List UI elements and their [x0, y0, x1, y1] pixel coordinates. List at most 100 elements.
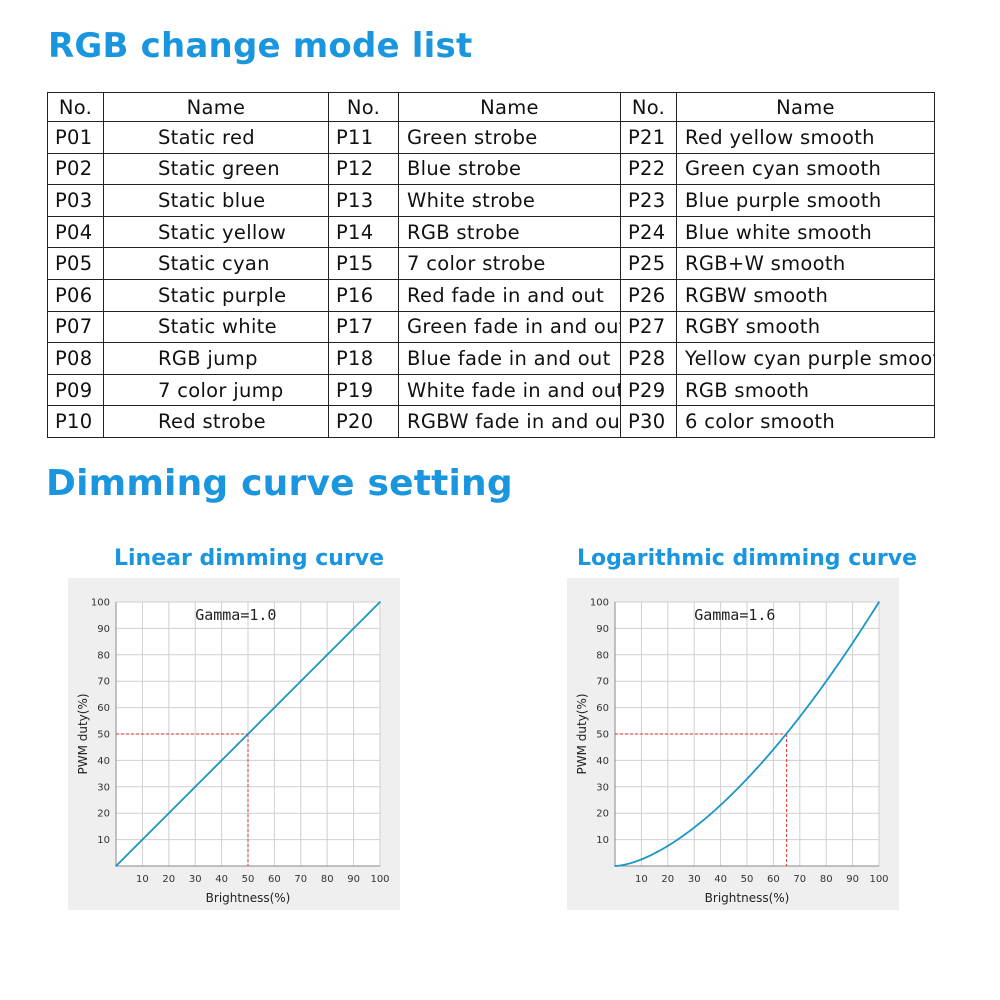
linear-x-tick-label: 60	[268, 874, 281, 885]
table-row: P05 Static cyan P15 7 color strobe P25 RGB+W …	[47, 247, 935, 280]
mode-name-cell: Static red	[103, 121, 329, 154]
mode-name-cell: White strobe	[398, 184, 621, 217]
log-y-tick-label: 50	[596, 730, 609, 741]
mode-name-cell: RGBW smooth	[676, 278, 935, 312]
column-header-name: Name	[676, 92, 935, 122]
mode-name-cell: Blue strobe	[398, 152, 621, 186]
log-y-tick-label: 10	[596, 835, 609, 846]
log-y-tick-label: 100	[590, 598, 609, 609]
linear-y-tick-label: 30	[97, 782, 110, 793]
linear-x-tick-label: 30	[189, 874, 202, 885]
mode-name-cell: Green strobe	[398, 121, 621, 154]
log-y-tick-label: 60	[596, 703, 609, 714]
mode-name-cell: Static green	[103, 152, 329, 186]
mode-number-cell: P04	[47, 215, 104, 249]
linear-y-tick-label: 40	[97, 756, 110, 767]
log-data-point	[693, 826, 695, 829]
mode-name-cell: RGBW fade in and out	[398, 405, 621, 438]
linear-data-point	[352, 627, 355, 630]
log-data-point	[614, 865, 616, 867]
mode-number-cell: P18	[328, 342, 399, 375]
table-row: P01 Static red P11 Green strobe P21 Red yello…	[47, 121, 935, 154]
mode-name-cell: 7 color strobe	[398, 247, 621, 280]
log-x-tick-label: 30	[688, 874, 701, 885]
table-body: P01 Static red P11 Green strobe P21 Red yello…	[47, 121, 935, 438]
mode-name-cell: Blue purple smooth	[676, 184, 935, 217]
log-y-tick-label: 30	[596, 782, 609, 793]
linear-x-axis-label: Brightness(%)	[206, 891, 291, 905]
mode-name-cell: Static blue	[103, 184, 329, 217]
log-data-point	[799, 716, 801, 718]
mode-name-cell: RGB+W smooth	[676, 247, 935, 280]
log-y-tick-label: 40	[596, 756, 609, 767]
log-x-tick-label: 20	[661, 874, 674, 885]
mode-name-cell: Static cyan	[103, 247, 329, 280]
mode-name-cell: 6 color smooth	[676, 405, 935, 438]
linear-data-point	[300, 680, 302, 682]
log-data-point	[640, 858, 643, 861]
linear-data-point	[273, 706, 276, 709]
log-data-point	[746, 778, 748, 780]
mode-name-cell: RGB jump	[103, 342, 329, 375]
log-data-point	[772, 748, 775, 751]
table-row: P06 Static purple P16 Red fade in and out P2…	[47, 278, 935, 312]
linear-data-point	[168, 812, 170, 814]
mode-name-cell: Blue white smooth	[676, 215, 935, 249]
log-data-point	[825, 680, 827, 682]
column-header-name: Name	[398, 92, 621, 122]
log-y-tick-label: 90	[596, 624, 609, 635]
log-x-tick-label: 10	[635, 874, 648, 885]
log-x-tick-label: 50	[741, 874, 754, 885]
logarithmic-dimming-chart: 10 20 30 40 50 60 70 80 90 100 10 20 30 40 50 60 70 80 90 1…	[567, 578, 899, 910]
mode-name-cell: Yellow cyan purple smooth	[676, 342, 935, 375]
mode-name-cell: Red fade in and out	[398, 278, 621, 312]
linear-data-point	[220, 759, 223, 762]
linear-chart-title: Linear dimming curve	[114, 546, 385, 571]
mode-number-cell: P29	[620, 373, 677, 407]
mode-number-cell: P02	[47, 152, 104, 186]
mode-number-cell: P23	[620, 184, 677, 217]
table-row: P04 Static yellow P14 RGB strobe P24 Blue whi…	[47, 215, 935, 249]
mode-name-cell: Red yellow smooth	[676, 121, 935, 154]
linear-y-tick-label: 10	[97, 835, 110, 846]
linear-x-tick-label: 70	[294, 874, 307, 885]
linear-x-tick-label: 50	[242, 874, 255, 885]
table-row: P07 Static white P17 Green fade in and out P…	[47, 310, 935, 344]
mode-number-cell: P15	[328, 247, 399, 280]
mode-name-cell: Green fade in and out	[398, 310, 621, 344]
mode-number-cell: P05	[47, 247, 104, 280]
mode-number-cell: P13	[328, 184, 399, 217]
mode-number-cell: P16	[328, 278, 399, 312]
mode-number-cell: P26	[620, 278, 677, 312]
linear-data-point	[326, 654, 329, 656]
mode-number-cell: P12	[328, 152, 399, 186]
mode-name-cell: Static purple	[103, 278, 329, 312]
linear-y-tick-label: 80	[97, 650, 110, 661]
linear-y-tick-label: 20	[97, 809, 110, 820]
mode-number-cell: P28	[620, 342, 677, 375]
linear-x-tick-label: 40	[215, 874, 228, 885]
linear-y-tick-label: 60	[97, 703, 110, 714]
linear-x-tick-label: 80	[321, 874, 334, 885]
log-x-axis-label: Brightness(%)	[705, 891, 790, 905]
table-row: P03 Static blue P13 White strobe P23 Blue pur…	[47, 184, 935, 217]
linear-y-tick-label: 90	[97, 624, 110, 635]
mode-number-cell: P24	[620, 215, 677, 249]
linear-x-tick-label: 20	[162, 874, 175, 885]
table-row: P10 Red strobe P20 RGBW fade in and out P30 6…	[47, 405, 935, 438]
mode-number-cell: P01	[47, 121, 104, 154]
mode-number-cell: P10	[47, 405, 104, 438]
log-x-tick-label: 60	[767, 874, 780, 885]
linear-y-tick-label: 70	[97, 677, 110, 688]
mode-name-cell: RGB smooth	[676, 373, 935, 407]
log-x-tick-label: 70	[793, 874, 806, 885]
log-x-tick-label: 90	[846, 874, 859, 885]
log-x-tick-label: 80	[820, 874, 833, 885]
mode-name-cell: Blue fade in and out	[398, 342, 621, 375]
mode-name-cell: Red strobe	[103, 405, 329, 438]
rgb-mode-table: No. Name No. Name No. Name P01 Static red…	[47, 92, 935, 438]
log-chart-title: Logarithmic dimming curve	[577, 546, 918, 571]
table-row: P09 7 color jump P19 White fade in and out P…	[47, 373, 935, 407]
linear-data-point	[247, 733, 249, 735]
mode-number-cell: P06	[47, 278, 104, 312]
